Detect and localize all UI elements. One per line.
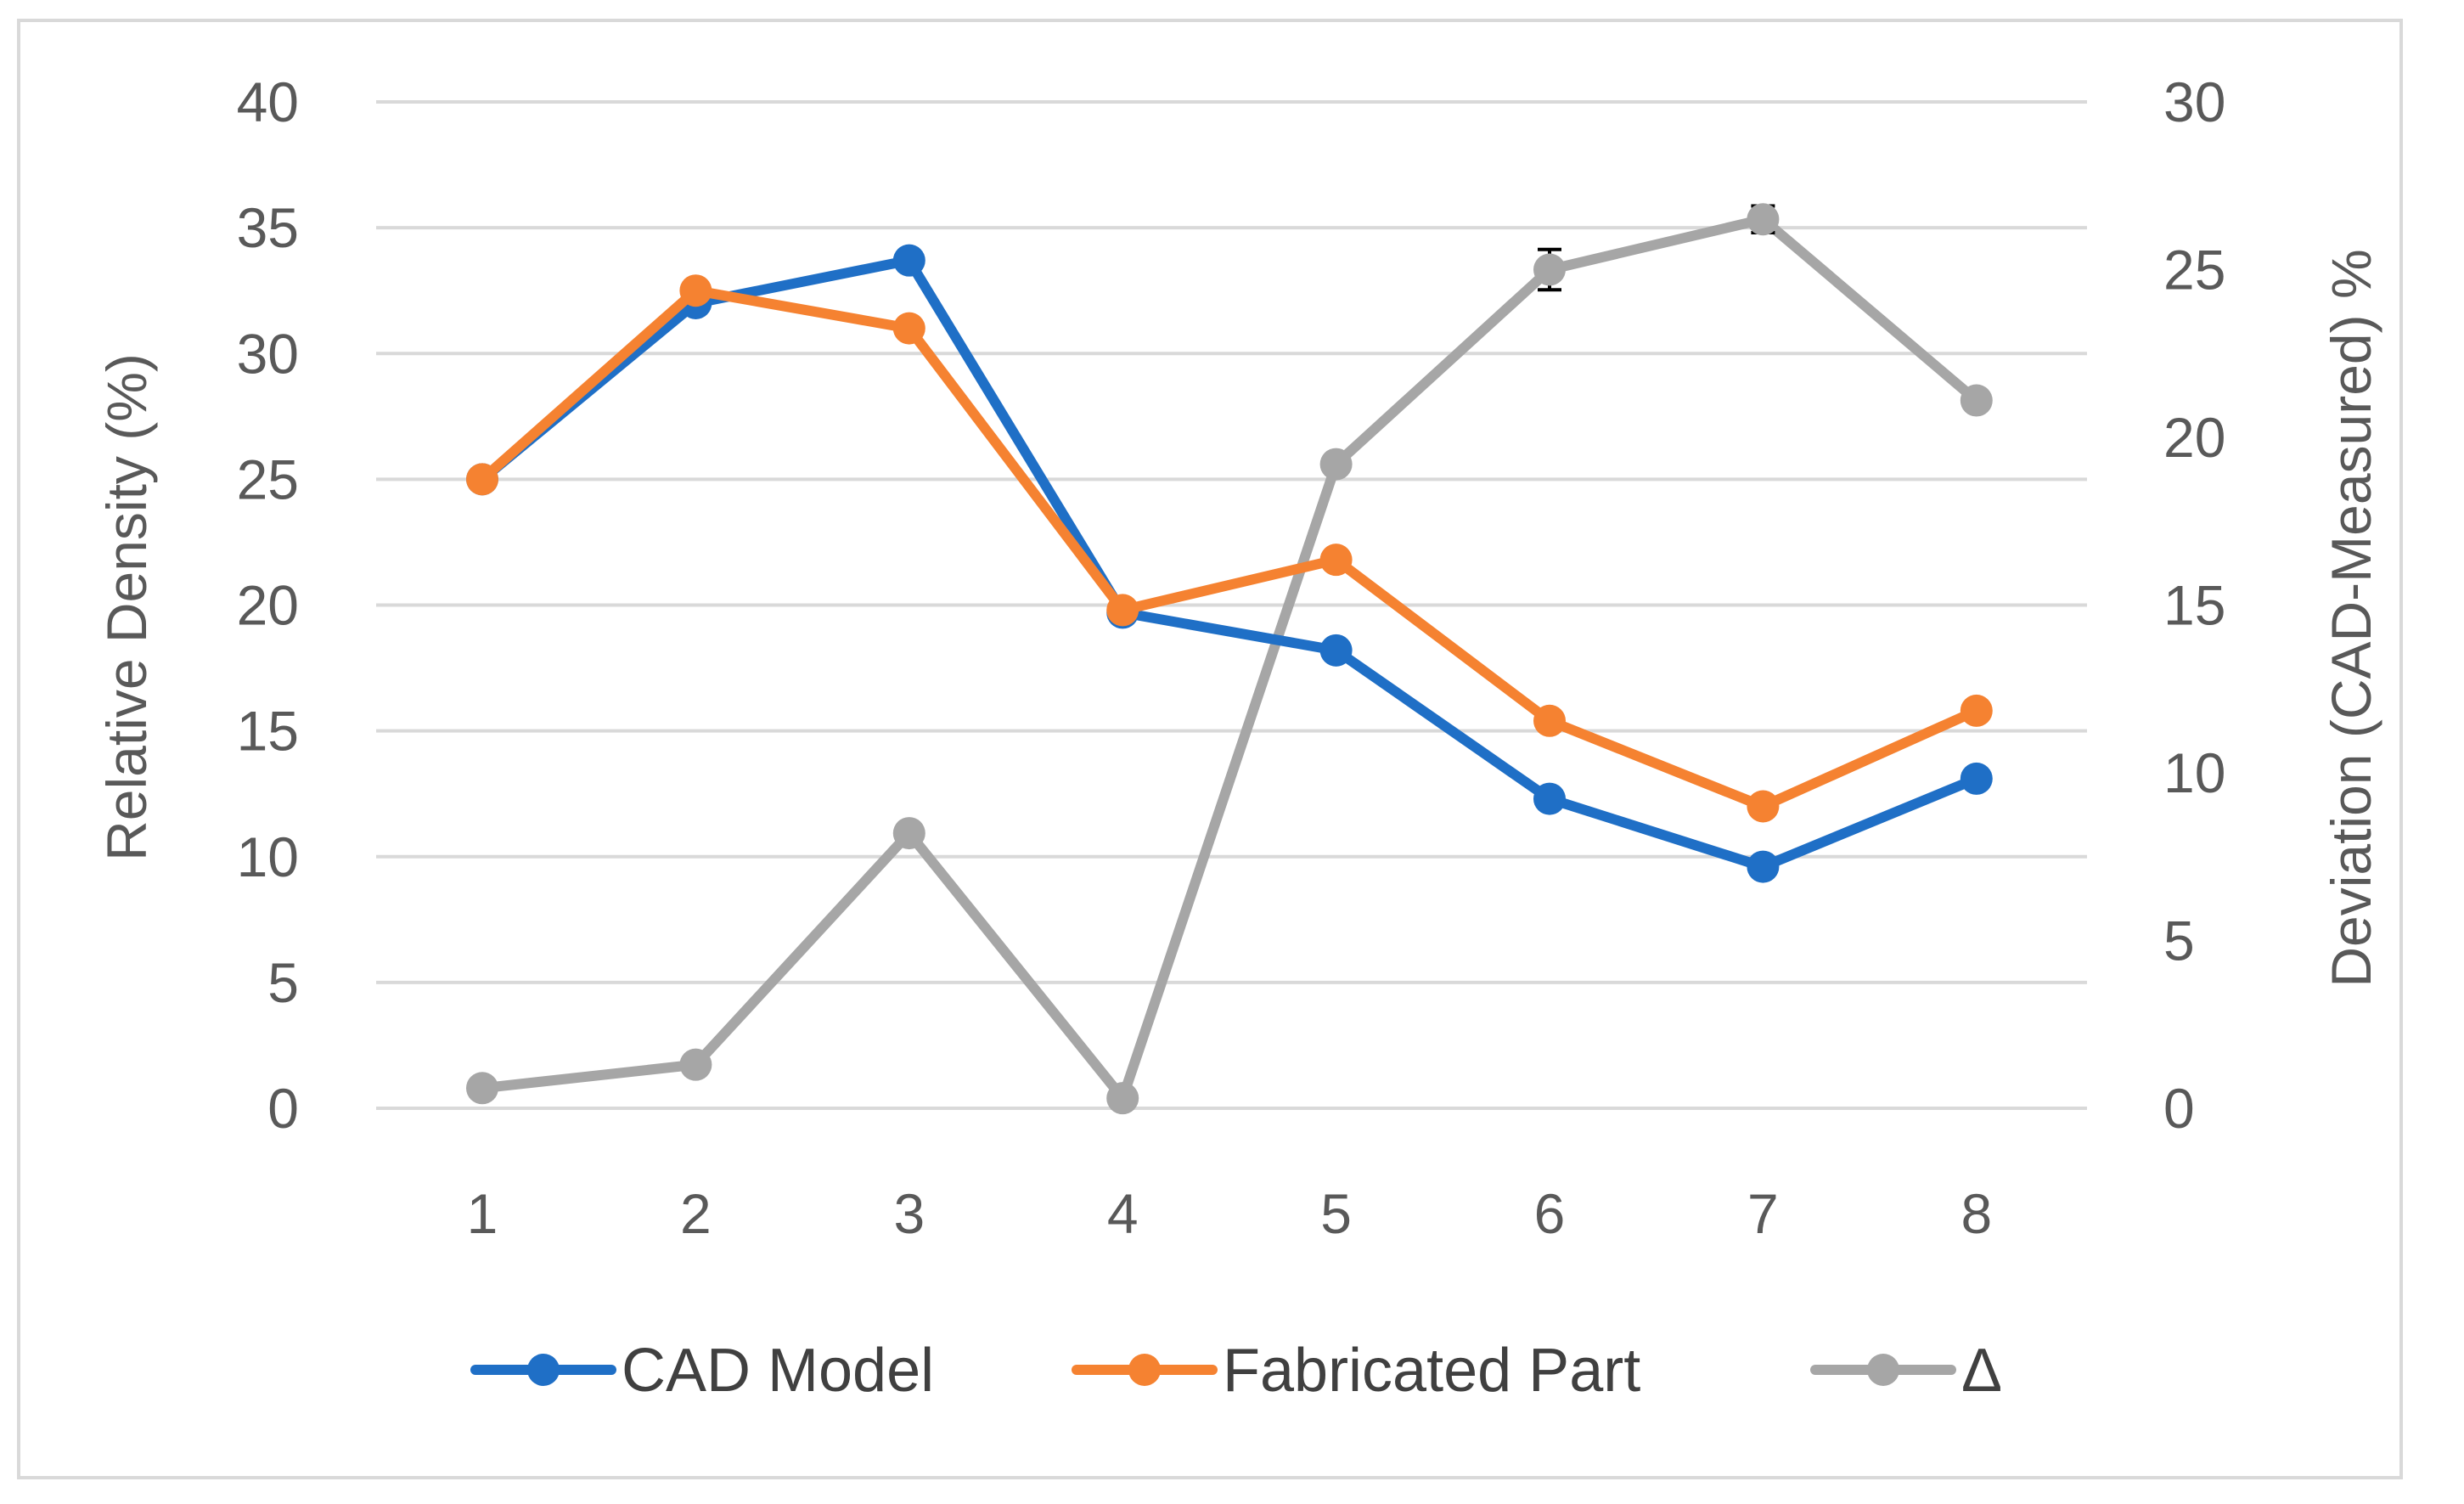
right-axis-title: Deviation (CAD-Measured) % [2320, 249, 2382, 987]
data-point-delta [679, 1048, 712, 1081]
right-tick-label: 25 [2163, 239, 2225, 301]
right-tick-label: 30 [2163, 70, 2225, 133]
data-point-fabricated-part [1319, 544, 1353, 577]
right-tick-label: 10 [2163, 741, 2225, 804]
data-point-fabricated-part [466, 463, 498, 496]
data-point-delta [1960, 384, 1993, 417]
legend-label: Δ [1961, 1337, 2002, 1405]
x-tick-label: 6 [1534, 1182, 1566, 1245]
data-point-cad-model [1747, 850, 1780, 883]
legend-label: Fabricated Part [1223, 1337, 1640, 1405]
right-tick-label: 0 [2163, 1077, 2195, 1140]
legend-item-cad-model: CAD Model [470, 1337, 934, 1405]
x-tick-label: 1 [467, 1182, 498, 1245]
left-tick-label: 5 [267, 951, 299, 1014]
legend-label: CAD Model [622, 1337, 934, 1405]
legend: CAD Model Fabricated Part Δ [470, 1337, 2002, 1405]
left-tick-label: 35 [237, 196, 299, 259]
right-axis-ticks: 0 5 10 15 20 25 30 [2163, 70, 2225, 1140]
x-tick-label: 5 [1320, 1182, 1352, 1245]
left-tick-label: 15 [237, 700, 299, 763]
data-point-fabricated-part [1960, 694, 1993, 727]
right-tick-label: 15 [2163, 574, 2225, 637]
data-point-fabricated-part [1533, 704, 1566, 737]
data-point-delta [1747, 203, 1780, 236]
legend-swatch-marker [1867, 1354, 1899, 1386]
data-point-cad-model [1533, 782, 1566, 815]
x-tick-label: 3 [893, 1182, 925, 1245]
left-axis-ticks: 0 5 10 15 20 25 30 35 40 [237, 70, 299, 1140]
x-tick-label: 2 [680, 1182, 712, 1245]
data-point-fabricated-part [1106, 594, 1139, 627]
left-tick-label: 10 [237, 825, 299, 888]
data-point-fabricated-part [679, 274, 712, 307]
legend-item-fabricated-part: Fabricated Part [1072, 1337, 1640, 1405]
series-delta [466, 203, 1993, 1115]
right-tick-label: 5 [2163, 910, 2195, 972]
right-tick-label: 20 [2163, 406, 2225, 469]
data-point-cad-model [892, 244, 925, 277]
data-point-fabricated-part [892, 312, 925, 345]
left-tick-label: 20 [237, 574, 299, 637]
data-point-fabricated-part [1747, 790, 1780, 823]
series-line-delta [477, 214, 1982, 1104]
series-fabricated-part [466, 274, 1993, 823]
data-point-delta [1319, 448, 1353, 481]
left-tick-label: 0 [267, 1077, 299, 1140]
chart-frame [17, 19, 2403, 1479]
left-tick-label: 25 [237, 448, 299, 510]
data-point-cad-model [1960, 762, 1993, 795]
left-axis-title: Relative Density (%) [95, 353, 158, 861]
data-point-delta [1106, 1082, 1139, 1115]
legend-item-delta: Δ [1810, 1337, 2002, 1405]
left-tick-label: 40 [237, 70, 299, 133]
series-line-fabricated-part [477, 285, 1982, 812]
data-point-delta [892, 817, 925, 850]
x-tick-label: 8 [1961, 1182, 1992, 1245]
data-point-delta [466, 1072, 498, 1105]
data-point-delta [1533, 253, 1566, 286]
x-tick-label: 7 [1747, 1182, 1779, 1245]
series-layer [466, 203, 1993, 1115]
legend-swatch-marker [527, 1354, 560, 1386]
left-tick-label: 30 [237, 322, 299, 385]
x-tick-label: 4 [1107, 1182, 1139, 1245]
data-point-cad-model [1319, 634, 1353, 667]
gridlines [376, 100, 2087, 1110]
x-axis-ticks: 1 2 3 4 5 6 7 8 [467, 1182, 1993, 1245]
legend-swatch-marker [1128, 1354, 1161, 1386]
